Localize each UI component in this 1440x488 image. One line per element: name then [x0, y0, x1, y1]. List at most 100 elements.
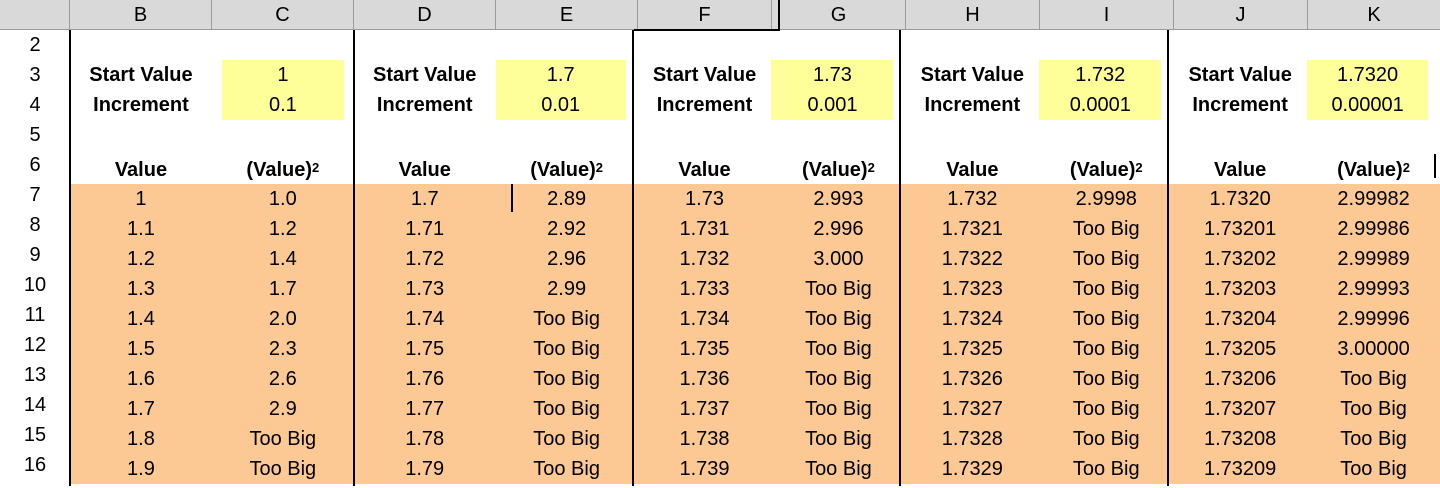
cell-d2[interactable]: [354, 30, 496, 60]
row-header-5[interactable]: 5: [29, 124, 41, 146]
column-header-f[interactable]: F: [638, 0, 772, 30]
value-cell[interactable]: 1.73204: [1173, 304, 1308, 334]
start-label[interactable]: Start Value: [89, 64, 193, 86]
value-cell[interactable]: 1.73203: [1173, 274, 1308, 304]
value-cell[interactable]: 1.4: [70, 304, 212, 334]
start-value-input[interactable]: 1.73: [771, 60, 894, 90]
square-cell[interactable]: 2.89: [495, 184, 638, 214]
square-cell[interactable]: Too Big: [495, 454, 638, 484]
cell-b5[interactable]: [70, 120, 212, 150]
column-header-b[interactable]: B: [70, 0, 212, 30]
cell-j5[interactable]: [1173, 120, 1307, 150]
value-cell[interactable]: 1.9: [70, 454, 212, 484]
cell-e5[interactable]: [496, 120, 638, 150]
value-cell[interactable]: 1.73208: [1173, 424, 1308, 454]
value-cell[interactable]: 1.7321: [905, 214, 1040, 244]
square-cell[interactable]: Too Big: [771, 454, 906, 484]
start-value-input[interactable]: 1.7320: [1307, 60, 1429, 90]
increment-label[interactable]: Increment: [924, 94, 1021, 116]
cell-i2[interactable]: [1039, 30, 1173, 60]
value-cell[interactable]: 1.78: [353, 424, 496, 454]
value-cell[interactable]: 1.732: [637, 244, 772, 274]
square-cell[interactable]: Too Big: [1039, 274, 1174, 304]
cell-j2[interactable]: [1173, 30, 1307, 60]
square-cell[interactable]: 1.4: [211, 244, 354, 274]
column-header-j[interactable]: J: [1174, 0, 1308, 30]
column-header-k[interactable]: K: [1308, 0, 1440, 30]
start-label[interactable]: Start Value: [652, 64, 757, 86]
square-cell[interactable]: 2.99982: [1307, 184, 1440, 214]
start-label[interactable]: Start Value: [1188, 64, 1292, 86]
row-header-9[interactable]: 9: [29, 244, 41, 266]
square-cell[interactable]: 2.99: [495, 274, 638, 304]
cell-f2[interactable]: [638, 30, 772, 60]
value-cell[interactable]: 1.734: [637, 304, 772, 334]
square-cell[interactable]: Too Big: [1039, 334, 1174, 364]
square-cell[interactable]: 2.6: [211, 364, 354, 394]
cell-c2[interactable]: [212, 30, 354, 60]
value-cell[interactable]: 1.732: [905, 184, 1040, 214]
square-cell[interactable]: 2.9: [211, 394, 354, 424]
value-cell[interactable]: 1.73205: [1173, 334, 1308, 364]
value-cell[interactable]: 1.737: [637, 394, 772, 424]
column-header-h[interactable]: H: [906, 0, 1040, 30]
cell-h2[interactable]: [905, 30, 1039, 60]
select-all-corner[interactable]: [0, 0, 70, 30]
value-cell[interactable]: 1.7324: [905, 304, 1040, 334]
square-cell[interactable]: Too Big: [1307, 364, 1440, 394]
value-cell[interactable]: 1.73209: [1173, 454, 1308, 484]
row-header-16[interactable]: 16: [23, 454, 47, 476]
increment-value-input[interactable]: 0.0001: [1039, 90, 1162, 120]
square-cell[interactable]: Too Big: [495, 394, 638, 424]
increment-value-input[interactable]: 0.1: [221, 90, 344, 120]
square-cell[interactable]: 3.000: [771, 244, 906, 274]
row-header-4[interactable]: 4: [29, 94, 41, 116]
increment-value-input[interactable]: 0.001: [771, 90, 894, 120]
value-cell[interactable]: 1.7328: [905, 424, 1040, 454]
value-cell[interactable]: 1.8: [70, 424, 212, 454]
value-cell[interactable]: 1.7326: [905, 364, 1040, 394]
square-cell[interactable]: Too Big: [495, 334, 638, 364]
start-value-input[interactable]: 1: [221, 60, 344, 90]
square-cell[interactable]: Too Big: [771, 304, 906, 334]
cell-k5[interactable]: [1307, 120, 1440, 150]
start-value-input[interactable]: 1.732: [1039, 60, 1162, 90]
value-cell[interactable]: 1.73: [353, 274, 496, 304]
value-cell[interactable]: 1.736: [637, 364, 772, 394]
cell-i5[interactable]: [1039, 120, 1173, 150]
start-label[interactable]: Start Value: [373, 64, 477, 86]
value-cell[interactable]: 1.7: [70, 394, 212, 424]
value-cell[interactable]: 1: [70, 184, 212, 214]
square-cell[interactable]: Too Big: [771, 394, 906, 424]
increment-label[interactable]: Increment: [656, 94, 753, 116]
value-cell[interactable]: 1.2: [70, 244, 212, 274]
value-cell[interactable]: 1.7329: [905, 454, 1040, 484]
row-header-13[interactable]: 13: [23, 364, 47, 386]
cell-e2[interactable]: [496, 30, 638, 60]
row-header-8[interactable]: 8: [29, 214, 41, 236]
start-value-input[interactable]: 1.7: [495, 60, 626, 90]
square-cell[interactable]: Too Big: [1039, 394, 1174, 424]
square-column-header[interactable]: (Value)2: [212, 150, 354, 184]
value-cell[interactable]: 1.79: [353, 454, 496, 484]
square-cell[interactable]: 1.2: [211, 214, 354, 244]
column-header-g[interactable]: G: [772, 0, 906, 30]
square-cell[interactable]: Too Big: [1307, 394, 1440, 424]
value-cell[interactable]: 1.7323: [905, 274, 1040, 304]
square-cell[interactable]: 2.0: [211, 304, 354, 334]
value-cell[interactable]: 1.7320: [1173, 184, 1308, 214]
value-cell[interactable]: 1.7325: [905, 334, 1040, 364]
row-header-7[interactable]: 7: [29, 184, 41, 206]
value-cell[interactable]: 1.73206: [1173, 364, 1308, 394]
column-header-c[interactable]: C: [212, 0, 354, 30]
value-column-header[interactable]: Value: [946, 159, 999, 181]
value-cell[interactable]: 1.6: [70, 364, 212, 394]
row-header-14[interactable]: 14: [23, 394, 47, 416]
cell-b2[interactable]: [70, 30, 212, 60]
value-cell[interactable]: 1.5: [70, 334, 212, 364]
value-cell[interactable]: 1.76: [353, 364, 496, 394]
value-cell[interactable]: 1.738: [637, 424, 772, 454]
cell-h5[interactable]: [905, 120, 1039, 150]
value-cell[interactable]: 1.3: [70, 274, 212, 304]
value-cell[interactable]: 1.74: [353, 304, 496, 334]
